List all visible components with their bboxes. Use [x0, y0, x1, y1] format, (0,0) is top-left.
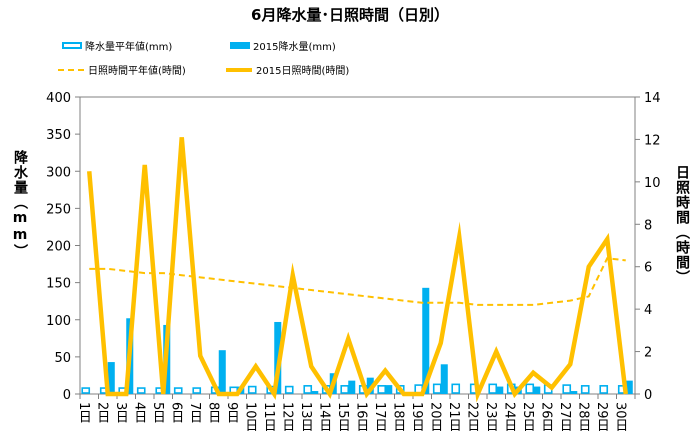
x-tick-label: 24日 [501, 402, 516, 432]
bar-rain-2015 [422, 287, 430, 394]
legend-item-rain-normal: 降水量平年値(mm) [62, 38, 172, 53]
bar-rain-2015 [348, 380, 356, 394]
x-tick-label: 16日 [353, 402, 368, 432]
y-left-tick-label: 200 [46, 240, 71, 255]
x-tick-label: 28日 [575, 402, 590, 432]
x-tick-label: 17日 [372, 402, 387, 432]
legend-swatch-sun-2015 [226, 67, 252, 72]
x-tick-label: 7日 [187, 402, 202, 424]
y-axis-right-label: 日照時間（時間） [674, 165, 690, 285]
x-tick-label: 30日 [612, 402, 627, 432]
bar-rain-2015 [440, 364, 448, 394]
y-left-tick-label: 400 [46, 91, 71, 106]
legend-item-sun-2015: 2015日照時間(時間) [226, 62, 349, 77]
bar-rain-normal [599, 385, 609, 394]
y-right-tick-label: 14 [644, 91, 661, 106]
bar-rain-normal [303, 385, 313, 394]
bar-rain-normal [488, 383, 498, 394]
y-right-tick-label: 10 [644, 176, 661, 191]
bar-rain-normal [340, 385, 350, 394]
x-tick-label: 15日 [335, 402, 350, 432]
x-tick-label: 8日 [205, 402, 220, 424]
bar-rain-2015 [496, 386, 504, 394]
y-right-tick-label: 12 [644, 133, 661, 148]
bar-rain-normal [284, 385, 294, 394]
chart-title: 6月降水量･日照時間（日別） [251, 6, 449, 24]
x-tick-label: 6日 [168, 402, 183, 424]
bar-rain-normal [432, 383, 442, 394]
y-axis-left-label: 降水量（mm） [12, 150, 28, 259]
bar-rain-normal [580, 385, 590, 394]
bar-rain-2015 [107, 362, 115, 394]
bar-rain-2015 [218, 350, 226, 394]
bar-rain-normal [451, 383, 461, 394]
x-tick-label: 1日 [76, 402, 91, 424]
y-left-tick-label: 0 [63, 388, 71, 403]
bar-rain-2015 [366, 377, 374, 394]
y-left-tick-label: 100 [46, 314, 71, 329]
bar-rain-normal [81, 387, 91, 394]
bar-rain-2015 [385, 385, 393, 394]
x-tick-label: 27日 [557, 402, 572, 432]
x-tick-label: 2日 [94, 402, 109, 424]
x-tick-label: 22日 [464, 402, 479, 432]
x-tick-label: 26日 [538, 402, 553, 432]
x-tick-label: 12日 [279, 402, 294, 432]
y-left-tick-label: 250 [46, 202, 71, 217]
x-tick-label: 11日 [261, 402, 276, 432]
bar-rain-normal [136, 387, 146, 394]
x-tick-label: 14日 [316, 402, 331, 432]
y-left-tick-label: 350 [46, 128, 71, 143]
y-right-tick-label: 0 [644, 388, 652, 403]
bar-rain-normal [247, 385, 257, 394]
x-tick-label: 29日 [594, 402, 609, 432]
legend-label-rain-2015: 2015降水量(mm) [253, 42, 336, 53]
legend-swatch-rain-2015 [230, 42, 250, 49]
x-tick-label: 18日 [390, 402, 405, 432]
bar-rain-2015 [625, 380, 633, 394]
bar-rain-normal [377, 385, 387, 394]
legend-item-rain-2015: 2015降水量(mm) [230, 38, 336, 53]
x-tick-label: 25日 [520, 402, 535, 432]
x-tick-label: 5日 [150, 402, 165, 424]
bar-rain-2015 [311, 391, 319, 394]
x-tick-label: 3日 [113, 402, 128, 424]
bar-rain-2015 [570, 391, 578, 394]
x-tick-label: 13日 [298, 402, 313, 432]
y-left-tick-label: 300 [46, 165, 71, 180]
x-tick-label: 23日 [483, 402, 498, 432]
x-tick-label: 20日 [427, 402, 442, 432]
legend-item-sun-normal: 日照時間平年値(時間) [58, 62, 186, 77]
y-left-tick-label: 50 [54, 351, 71, 366]
y-right-tick-label: 6 [644, 261, 652, 276]
x-tick-label: 4日 [131, 402, 146, 424]
legend-swatch-rain-normal [62, 42, 82, 49]
bar-rain-normal [192, 387, 202, 394]
y-right-tick-label: 2 [644, 346, 652, 361]
x-tick-label: 21日 [446, 402, 461, 432]
legend-label-rain-normal: 降水量平年値(mm) [85, 42, 173, 53]
x-tick-label: 9日 [224, 402, 239, 424]
bar-rain-normal [562, 384, 572, 394]
x-tick-label: 19日 [409, 402, 424, 432]
x-tick-label: 10日 [242, 402, 257, 432]
bar-rain-normal [525, 383, 535, 394]
legend-label-sun-normal: 日照時間平年値(時間) [88, 66, 186, 77]
legend-swatch-sun-normal [58, 68, 84, 71]
y-right-tick-label: 8 [644, 218, 652, 233]
y-right-tick-label: 4 [644, 303, 652, 318]
line-sun-2015 [87, 137, 628, 403]
legend-label-sun-2015: 2015日照時間(時間) [256, 66, 350, 77]
bar-rain-2015 [533, 386, 541, 394]
bar-rain-normal [173, 387, 183, 394]
y-left-tick-label: 150 [46, 277, 71, 292]
